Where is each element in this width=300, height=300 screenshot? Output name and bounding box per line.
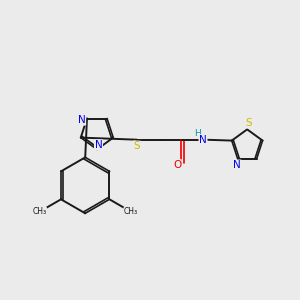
Text: H: H	[194, 129, 200, 138]
Text: CH₃: CH₃	[32, 207, 46, 216]
Text: O: O	[173, 160, 181, 170]
Text: N: N	[199, 135, 207, 145]
Text: S: S	[134, 141, 140, 151]
Text: CH₃: CH₃	[124, 207, 138, 216]
Text: N: N	[233, 160, 241, 170]
Text: N: N	[94, 140, 102, 150]
Text: N: N	[78, 115, 86, 125]
Text: S: S	[245, 118, 252, 128]
